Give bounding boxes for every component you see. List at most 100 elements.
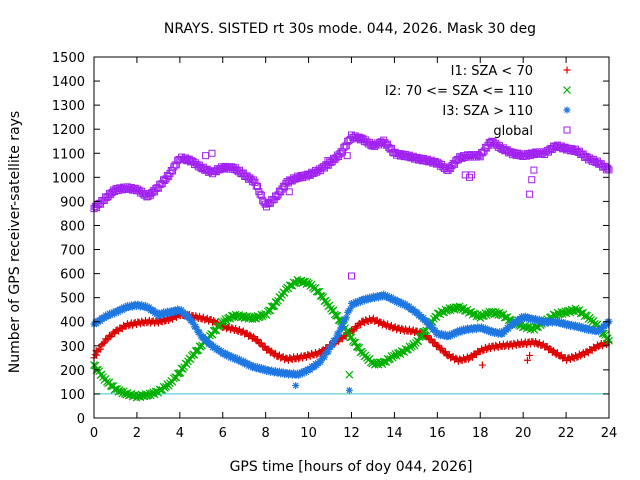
data-point bbox=[539, 316, 547, 324]
data-point bbox=[96, 317, 104, 325]
data-point bbox=[192, 322, 200, 330]
x-tick-label: 14 bbox=[386, 426, 403, 441]
outliers-i2-70-sza-110 bbox=[345, 370, 354, 379]
outlier-point bbox=[285, 188, 293, 196]
data-point bbox=[199, 333, 207, 341]
series-i2-70-sza-110 bbox=[90, 275, 613, 402]
data-point bbox=[346, 305, 354, 313]
data-point bbox=[395, 297, 403, 305]
data-point bbox=[516, 316, 524, 324]
legend-label: global bbox=[493, 124, 533, 139]
data-point bbox=[256, 312, 265, 321]
y-tick-label: 400 bbox=[60, 316, 85, 331]
y-tick-label: 0 bbox=[77, 412, 85, 427]
data-point bbox=[275, 367, 283, 375]
series-global bbox=[90, 131, 613, 213]
data-point bbox=[351, 338, 360, 347]
y-tick-label: 600 bbox=[60, 268, 85, 283]
data-point bbox=[302, 368, 310, 376]
data-point bbox=[163, 307, 171, 315]
legend-label: I1: SZA < 70 bbox=[451, 64, 533, 79]
data-point bbox=[579, 323, 587, 331]
data-point bbox=[342, 314, 350, 322]
data-point bbox=[590, 325, 598, 333]
outlier-point bbox=[528, 176, 536, 184]
data-point bbox=[99, 340, 107, 348]
x-tick-label: 18 bbox=[472, 426, 489, 441]
data-point bbox=[246, 331, 254, 339]
outlier-point bbox=[526, 351, 534, 359]
data-point bbox=[335, 330, 343, 338]
data-point bbox=[217, 347, 225, 355]
data-point bbox=[181, 309, 189, 317]
data-point bbox=[338, 335, 346, 343]
data-point bbox=[243, 359, 251, 367]
data-point bbox=[599, 325, 607, 333]
data-point bbox=[338, 323, 346, 331]
data-point bbox=[566, 323, 574, 331]
data-point bbox=[340, 317, 348, 325]
x-tick-label: 8 bbox=[262, 426, 270, 441]
y-tick-label: 1000 bbox=[52, 171, 85, 186]
data-point bbox=[417, 312, 425, 320]
data-point bbox=[375, 294, 383, 302]
outlier-point bbox=[468, 171, 476, 179]
x-tick-label: 12 bbox=[343, 426, 360, 441]
outlier-point bbox=[343, 152, 351, 160]
data-point bbox=[500, 313, 509, 322]
data-point bbox=[254, 335, 262, 343]
data-point bbox=[284, 371, 292, 379]
data-point bbox=[418, 332, 427, 340]
data-point bbox=[104, 312, 112, 320]
y-axis-label: Number of GPS receiver-satellite rays bbox=[7, 111, 23, 373]
outlier-point bbox=[348, 272, 355, 280]
data-point bbox=[203, 336, 211, 344]
data-point bbox=[266, 368, 274, 376]
x-axis-label: GPS time [hours of doy 044, 2026] bbox=[230, 459, 473, 475]
data-point bbox=[472, 326, 480, 334]
outlier-point bbox=[530, 166, 538, 174]
data-point bbox=[256, 190, 264, 198]
data-point bbox=[193, 325, 201, 333]
data-layer bbox=[90, 131, 613, 402]
data-point bbox=[108, 382, 116, 391]
data-point bbox=[328, 341, 336, 349]
x-tick-label: 22 bbox=[558, 426, 575, 441]
data-point bbox=[423, 332, 431, 339]
y-tick-label: 300 bbox=[60, 340, 85, 355]
legend-label: I3: SZA > 110 bbox=[442, 104, 533, 119]
outlier-point bbox=[526, 190, 534, 198]
data-point bbox=[387, 293, 395, 301]
y-tick-label: 800 bbox=[60, 219, 85, 234]
legend-label: I2: 70 <= SZA <= 110 bbox=[385, 84, 533, 99]
legend: I1: SZA < 70 I2: 70 <= SZA <= 110 I3: SZA … bbox=[385, 64, 571, 139]
data-point bbox=[405, 302, 413, 310]
data-point bbox=[384, 292, 392, 300]
y-tick-label: 1400 bbox=[52, 75, 85, 90]
data-point bbox=[91, 361, 100, 370]
data-point bbox=[214, 344, 222, 352]
data-point bbox=[301, 277, 310, 286]
data-point bbox=[145, 303, 153, 311]
data-point bbox=[96, 345, 104, 353]
data-point bbox=[490, 330, 498, 338]
outlier-point bbox=[324, 156, 332, 164]
axes: 0 2 4 6 8 10 12 14 16 18 20 22 240100200300400500600… bbox=[52, 51, 617, 441]
data-point bbox=[196, 328, 204, 336]
data-point bbox=[210, 316, 218, 324]
y-tick-label: 500 bbox=[60, 292, 85, 307]
data-point bbox=[357, 321, 365, 329]
data-point bbox=[572, 321, 580, 329]
data-point bbox=[478, 323, 486, 331]
outlier-point bbox=[208, 149, 216, 157]
data-point bbox=[279, 368, 287, 376]
data-point bbox=[548, 319, 556, 327]
data-point bbox=[189, 319, 197, 327]
data-point bbox=[261, 365, 269, 373]
data-point bbox=[154, 312, 162, 320]
data-point bbox=[285, 281, 294, 290]
outlier-point bbox=[292, 382, 300, 390]
data-point bbox=[441, 330, 449, 338]
data-point bbox=[508, 322, 516, 330]
